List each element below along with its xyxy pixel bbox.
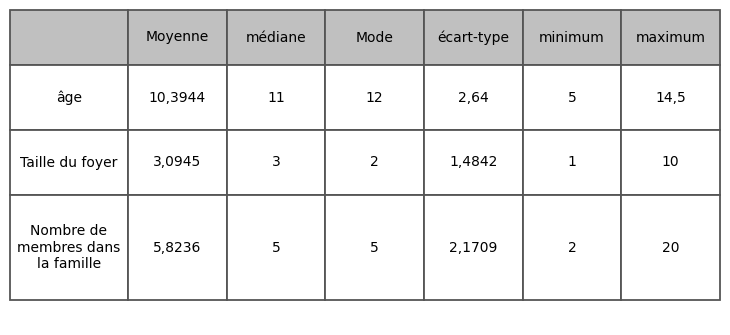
Bar	[621, 195, 720, 300]
Bar	[128, 65, 227, 130]
Text: 5: 5	[370, 241, 379, 255]
Text: âge: âge	[56, 90, 82, 105]
Bar	[424, 195, 523, 300]
Text: 3: 3	[272, 155, 280, 170]
Bar	[227, 65, 326, 130]
Text: 1: 1	[567, 155, 577, 170]
Bar	[326, 65, 424, 130]
Text: 20: 20	[662, 241, 680, 255]
Bar	[10, 130, 128, 195]
Bar	[326, 195, 424, 300]
Text: 2,1709: 2,1709	[449, 241, 498, 255]
Bar	[10, 195, 128, 300]
Text: 2,64: 2,64	[458, 90, 488, 105]
Text: 12: 12	[366, 90, 383, 105]
Bar	[10, 10, 128, 65]
Text: 2: 2	[568, 241, 577, 255]
Text: 5: 5	[272, 241, 280, 255]
Text: 11: 11	[267, 90, 285, 105]
Text: médiane: médiane	[246, 30, 307, 45]
Text: Moyenne: Moyenne	[146, 30, 209, 45]
Bar	[227, 195, 326, 300]
Bar	[424, 65, 523, 130]
Bar	[128, 10, 227, 65]
Text: minimum: minimum	[539, 30, 605, 45]
Bar	[227, 130, 326, 195]
Text: Nombre de
membres dans
la famille: Nombre de membres dans la famille	[18, 224, 120, 271]
Bar	[326, 130, 424, 195]
Bar	[621, 130, 720, 195]
Text: Taille du foyer: Taille du foyer	[20, 155, 118, 170]
Bar	[523, 65, 621, 130]
Text: 5,8236: 5,8236	[153, 241, 201, 255]
Text: 10,3944: 10,3944	[149, 90, 206, 105]
Text: 5: 5	[568, 90, 577, 105]
Bar	[621, 65, 720, 130]
Bar	[227, 10, 326, 65]
Bar	[128, 130, 227, 195]
Bar	[424, 10, 523, 65]
Text: 14,5: 14,5	[656, 90, 686, 105]
Text: maximum: maximum	[636, 30, 706, 45]
Text: 10: 10	[662, 155, 680, 170]
Text: 3,0945: 3,0945	[153, 155, 201, 170]
Text: 2: 2	[370, 155, 379, 170]
Bar	[128, 195, 227, 300]
Bar	[523, 130, 621, 195]
Bar	[326, 10, 424, 65]
Text: 1,4842: 1,4842	[449, 155, 498, 170]
Text: écart-type: écart-type	[437, 30, 510, 45]
Bar	[523, 195, 621, 300]
Bar	[621, 10, 720, 65]
Bar	[523, 10, 621, 65]
Bar	[10, 65, 128, 130]
Text: Mode: Mode	[356, 30, 393, 45]
Bar	[424, 130, 523, 195]
